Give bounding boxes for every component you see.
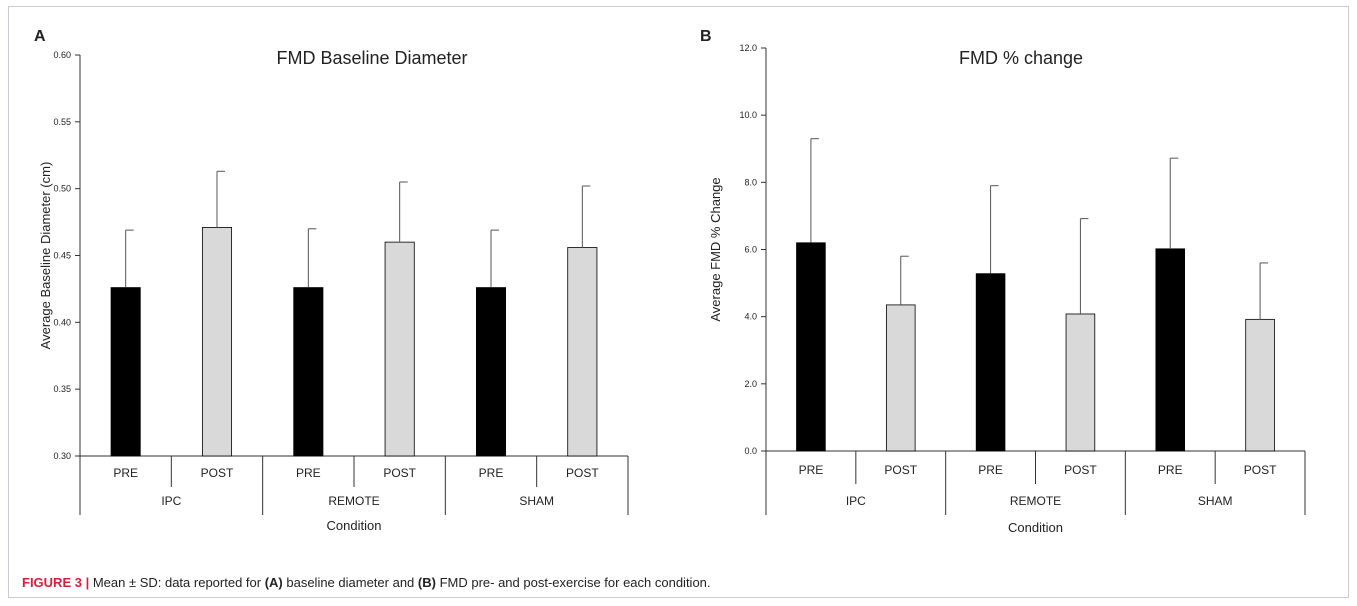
panel-b-group-label: SHAM (1198, 494, 1233, 508)
panel-a-label: A (34, 28, 46, 45)
panel-a-bar-remote-post (384, 241, 415, 457)
caption-ref-b: (B) (417, 575, 436, 590)
caption-figure-label: FIGURE 3 | (22, 575, 90, 590)
panel-b-category-label: PRE (978, 463, 1003, 477)
panel-a-y-tick-label: 0.60 (53, 50, 71, 60)
panel-b-bar-remote-pre (975, 273, 1006, 452)
panel-b-x-axis-label: Condition (1008, 520, 1063, 535)
panel-b-y-tick-label: 4.0 (744, 312, 757, 322)
caption-text-1: Mean ± SD: data reported for (89, 575, 265, 590)
panel-a-category-label: POST (383, 466, 416, 480)
panel-a-category-label: POST (201, 466, 234, 480)
panel-b-y-tick-label: 0.0 (744, 446, 757, 456)
panel-a-bar-ipc-pre (110, 287, 141, 457)
panel-a-group-label: REMOTE (328, 494, 379, 508)
panel-b-category-label: POST (884, 463, 917, 477)
panel-a-category-label: POST (566, 466, 599, 480)
panel-b-bar-sham-pre (1155, 248, 1186, 452)
panel-a-category-label: PRE (296, 466, 321, 480)
panel-b-y-tick-label: 2.0 (744, 379, 757, 389)
panel-b-bar-ipc-post (885, 304, 916, 452)
panel-a-title: FMD Baseline Diameter (276, 48, 467, 68)
panel-b-bar-ipc-pre (796, 242, 826, 452)
panel-b-category-label: POST (1244, 463, 1277, 477)
panel-b-y-tick-label: 8.0 (744, 177, 757, 187)
panel-b-group-label: IPC (846, 494, 866, 508)
panel-a-bar-ipc-post (201, 227, 233, 457)
panel-a-x-axis-label: Condition (327, 518, 382, 533)
panel-b-title: FMD % change (959, 48, 1083, 68)
panel-a-bar-remote-pre (293, 287, 324, 457)
panel-b-y-axis-label: Average FMD % Change (708, 177, 723, 321)
panel-b-category-label: POST (1064, 463, 1097, 477)
figure-caption: FIGURE 3 | Mean ± SD: data reported for … (22, 575, 711, 590)
panel-a-y-tick-label: 0.55 (53, 117, 71, 127)
caption-text-3: FMD pre- and post-exercise for each cond… (435, 575, 711, 590)
caption-text-2: baseline diameter and (282, 575, 418, 590)
panel-b-label: B (700, 28, 712, 45)
panel-a-bar-sham-post (567, 247, 598, 457)
panel-b-bar-sham-post (1245, 318, 1275, 452)
panel-a-category-label: PRE (479, 466, 504, 480)
panel-a-category-label: PRE (113, 466, 138, 480)
panel-b-category-label: PRE (1158, 463, 1183, 477)
panel-b-y-tick-label: 10.0 (739, 110, 757, 120)
panel-a-group-label: SHAM (519, 494, 554, 508)
panel-a-group-label: IPC (161, 494, 181, 508)
panel-b-y-tick-label: 6.0 (744, 245, 757, 255)
panel-b-group-label: REMOTE (1010, 494, 1061, 508)
panel-b-category-label: PRE (799, 463, 824, 477)
panel-b-y-tick-label: 12.0 (739, 43, 757, 53)
caption-ref-a: (A) (264, 575, 283, 590)
panel-a-y-tick-label: 0.45 (53, 251, 71, 261)
panel-a-y-tick-label: 0.30 (53, 451, 71, 461)
panel-a-y-axis-label: Average Baseline Diameter (cm) (38, 162, 53, 350)
panel-b-bar-remote-post (1065, 313, 1096, 452)
panel-a-y-tick-label: 0.35 (53, 384, 71, 394)
panel-a-bar-sham-pre (475, 287, 507, 457)
panel-a-y-tick-label: 0.50 (53, 184, 71, 194)
panel-a-y-tick-label: 0.40 (53, 317, 71, 327)
